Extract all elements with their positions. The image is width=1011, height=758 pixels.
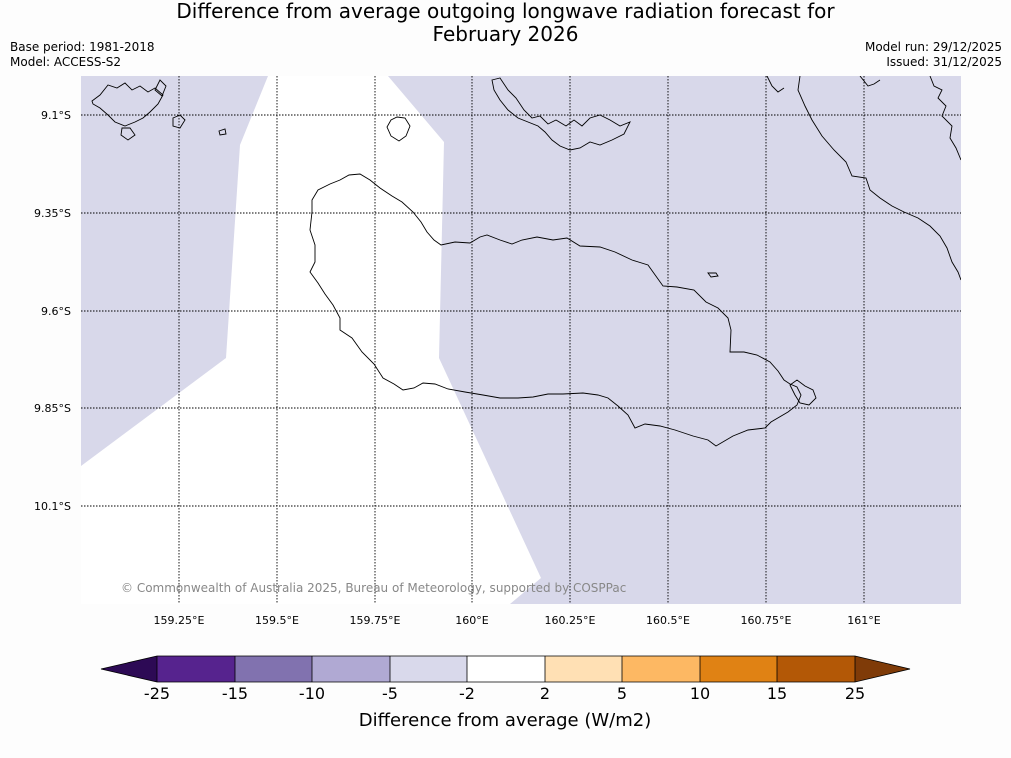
colorbar-segment-5: [467, 656, 545, 682]
lon-label-3: 159.75°E: [350, 614, 401, 627]
coastline-guadalcanal: [309, 173, 802, 447]
anomaly-region-east: [388, 76, 961, 604]
meta-left: Base period: 1981-2018 Model: ACCESS-S2: [10, 40, 155, 70]
lat-label-2: 9.35°S: [34, 207, 71, 220]
issued-date: Issued: 31/12/2025: [886, 55, 1002, 69]
map-panel: © Commonwealth of Australia 2025, Bureau…: [81, 76, 961, 604]
coastlines: [91, 76, 961, 447]
graticule: [81, 76, 961, 604]
colorbar-tick-10: 25: [845, 684, 865, 703]
coastline-small-island: [386, 116, 411, 142]
coastline-nw-islands: [91, 82, 164, 127]
lat-label-1: 9.1°S: [41, 109, 71, 122]
coastline-islet: [707, 272, 719, 278]
colorbar-tick-2: -15: [222, 684, 248, 703]
meta-right: Model run: 29/12/2025 Issued: 31/12/2025: [865, 40, 1002, 70]
colorbar-segment-4: [390, 656, 467, 682]
model-run-date: Model run: 29/12/2025: [864, 40, 1002, 54]
map-title: Difference from average outgoing longwav…: [0, 0, 1011, 46]
colorbar-segment-0: [101, 656, 157, 682]
colorbar-segment-7: [622, 656, 700, 682]
model-name: Model: ACCESS-S2: [10, 55, 122, 69]
colorbar-segment-8: [700, 656, 777, 682]
colorbar-tick-3: -10: [299, 684, 325, 703]
longitude-labels: 159.25°E 159.5°E 159.75°E 160°E 160.25°E…: [154, 614, 881, 627]
copyright-text: © Commonwealth of Australia 2025, Bureau…: [121, 581, 626, 595]
lon-label-4: 160°E: [455, 614, 488, 627]
colorbar-segment-1: [157, 656, 235, 682]
lon-label-8: 161°E: [847, 614, 880, 627]
latitude-labels: 9.1°S 9.35°S 9.6°S 9.85°S 10.1°S: [34, 109, 71, 513]
colorbar-tick-8: 10: [690, 684, 710, 703]
colorbar-tick-6: 2: [540, 684, 550, 703]
colorbar-segment-9: [777, 656, 855, 682]
coastline-ne-top: [859, 76, 881, 87]
colorbar-dividers: [156, 656, 856, 682]
colorbar-tick-4: -5: [382, 684, 398, 703]
lon-label-2: 159.5°E: [255, 614, 299, 627]
lat-label-3: 9.6°S: [41, 305, 71, 318]
coastline-east-tip: [789, 379, 817, 406]
coastline-ne-upper: [929, 76, 961, 161]
colorbar-segment-2: [235, 656, 312, 682]
colorbar-segment-3: [312, 656, 390, 682]
lon-label-1: 159.25°E: [154, 614, 205, 627]
colorbar-tick-1: -25: [144, 684, 170, 703]
lat-label-5: 10.1°S: [34, 500, 71, 513]
coastline-nw-islet-3: [218, 128, 227, 136]
colorbar-tick-5: -2: [459, 684, 475, 703]
lat-label-4: 9.85°S: [34, 402, 71, 415]
colorbar-segment-10: [855, 656, 910, 682]
base-period: Base period: 1981-2018: [10, 40, 155, 54]
coastline-ne-mid: [766, 76, 785, 93]
lon-label-7: 160.75°E: [741, 614, 792, 627]
coastline-nw-islet-1: [120, 127, 136, 141]
coastline-ne-shore: [797, 76, 961, 281]
colorbar-tick-9: 15: [767, 684, 787, 703]
colorbar-segment-6: [545, 656, 622, 682]
anomaly-region-west: [81, 76, 268, 466]
lon-label-5: 160.25°E: [545, 614, 596, 627]
coastline-nw-islet-4: [154, 79, 167, 97]
colorbar-label: Difference from average (W/m2): [359, 710, 651, 731]
coastline-florida-islands: [491, 77, 631, 151]
colorbar-tick-7: 5: [617, 684, 627, 703]
lon-label-6: 160.5°E: [646, 614, 690, 627]
title-line-1: Difference from average outgoing longwav…: [176, 0, 835, 23]
colorbar: -25 -15 -10 -5 -2 2 5 10 15 25 Differenc…: [100, 655, 911, 731]
title-line-2: February 2026: [432, 22, 579, 46]
